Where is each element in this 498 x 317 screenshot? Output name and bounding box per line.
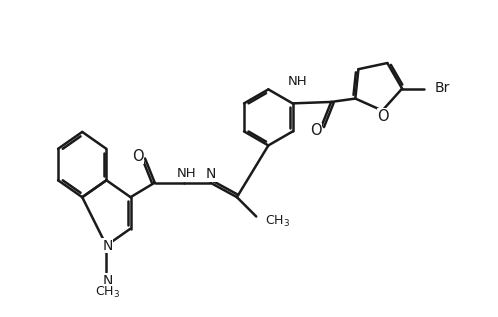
Text: O: O xyxy=(377,109,389,124)
Text: N: N xyxy=(206,167,217,181)
Text: O: O xyxy=(132,149,143,164)
Text: N: N xyxy=(102,238,113,253)
Text: NH: NH xyxy=(176,167,196,180)
Text: CH$_3$: CH$_3$ xyxy=(265,214,290,229)
Text: O: O xyxy=(310,123,322,139)
Text: CH$_3$: CH$_3$ xyxy=(95,285,120,300)
Text: NH: NH xyxy=(287,74,307,88)
Text: N: N xyxy=(102,274,113,288)
Text: Br: Br xyxy=(434,81,450,95)
